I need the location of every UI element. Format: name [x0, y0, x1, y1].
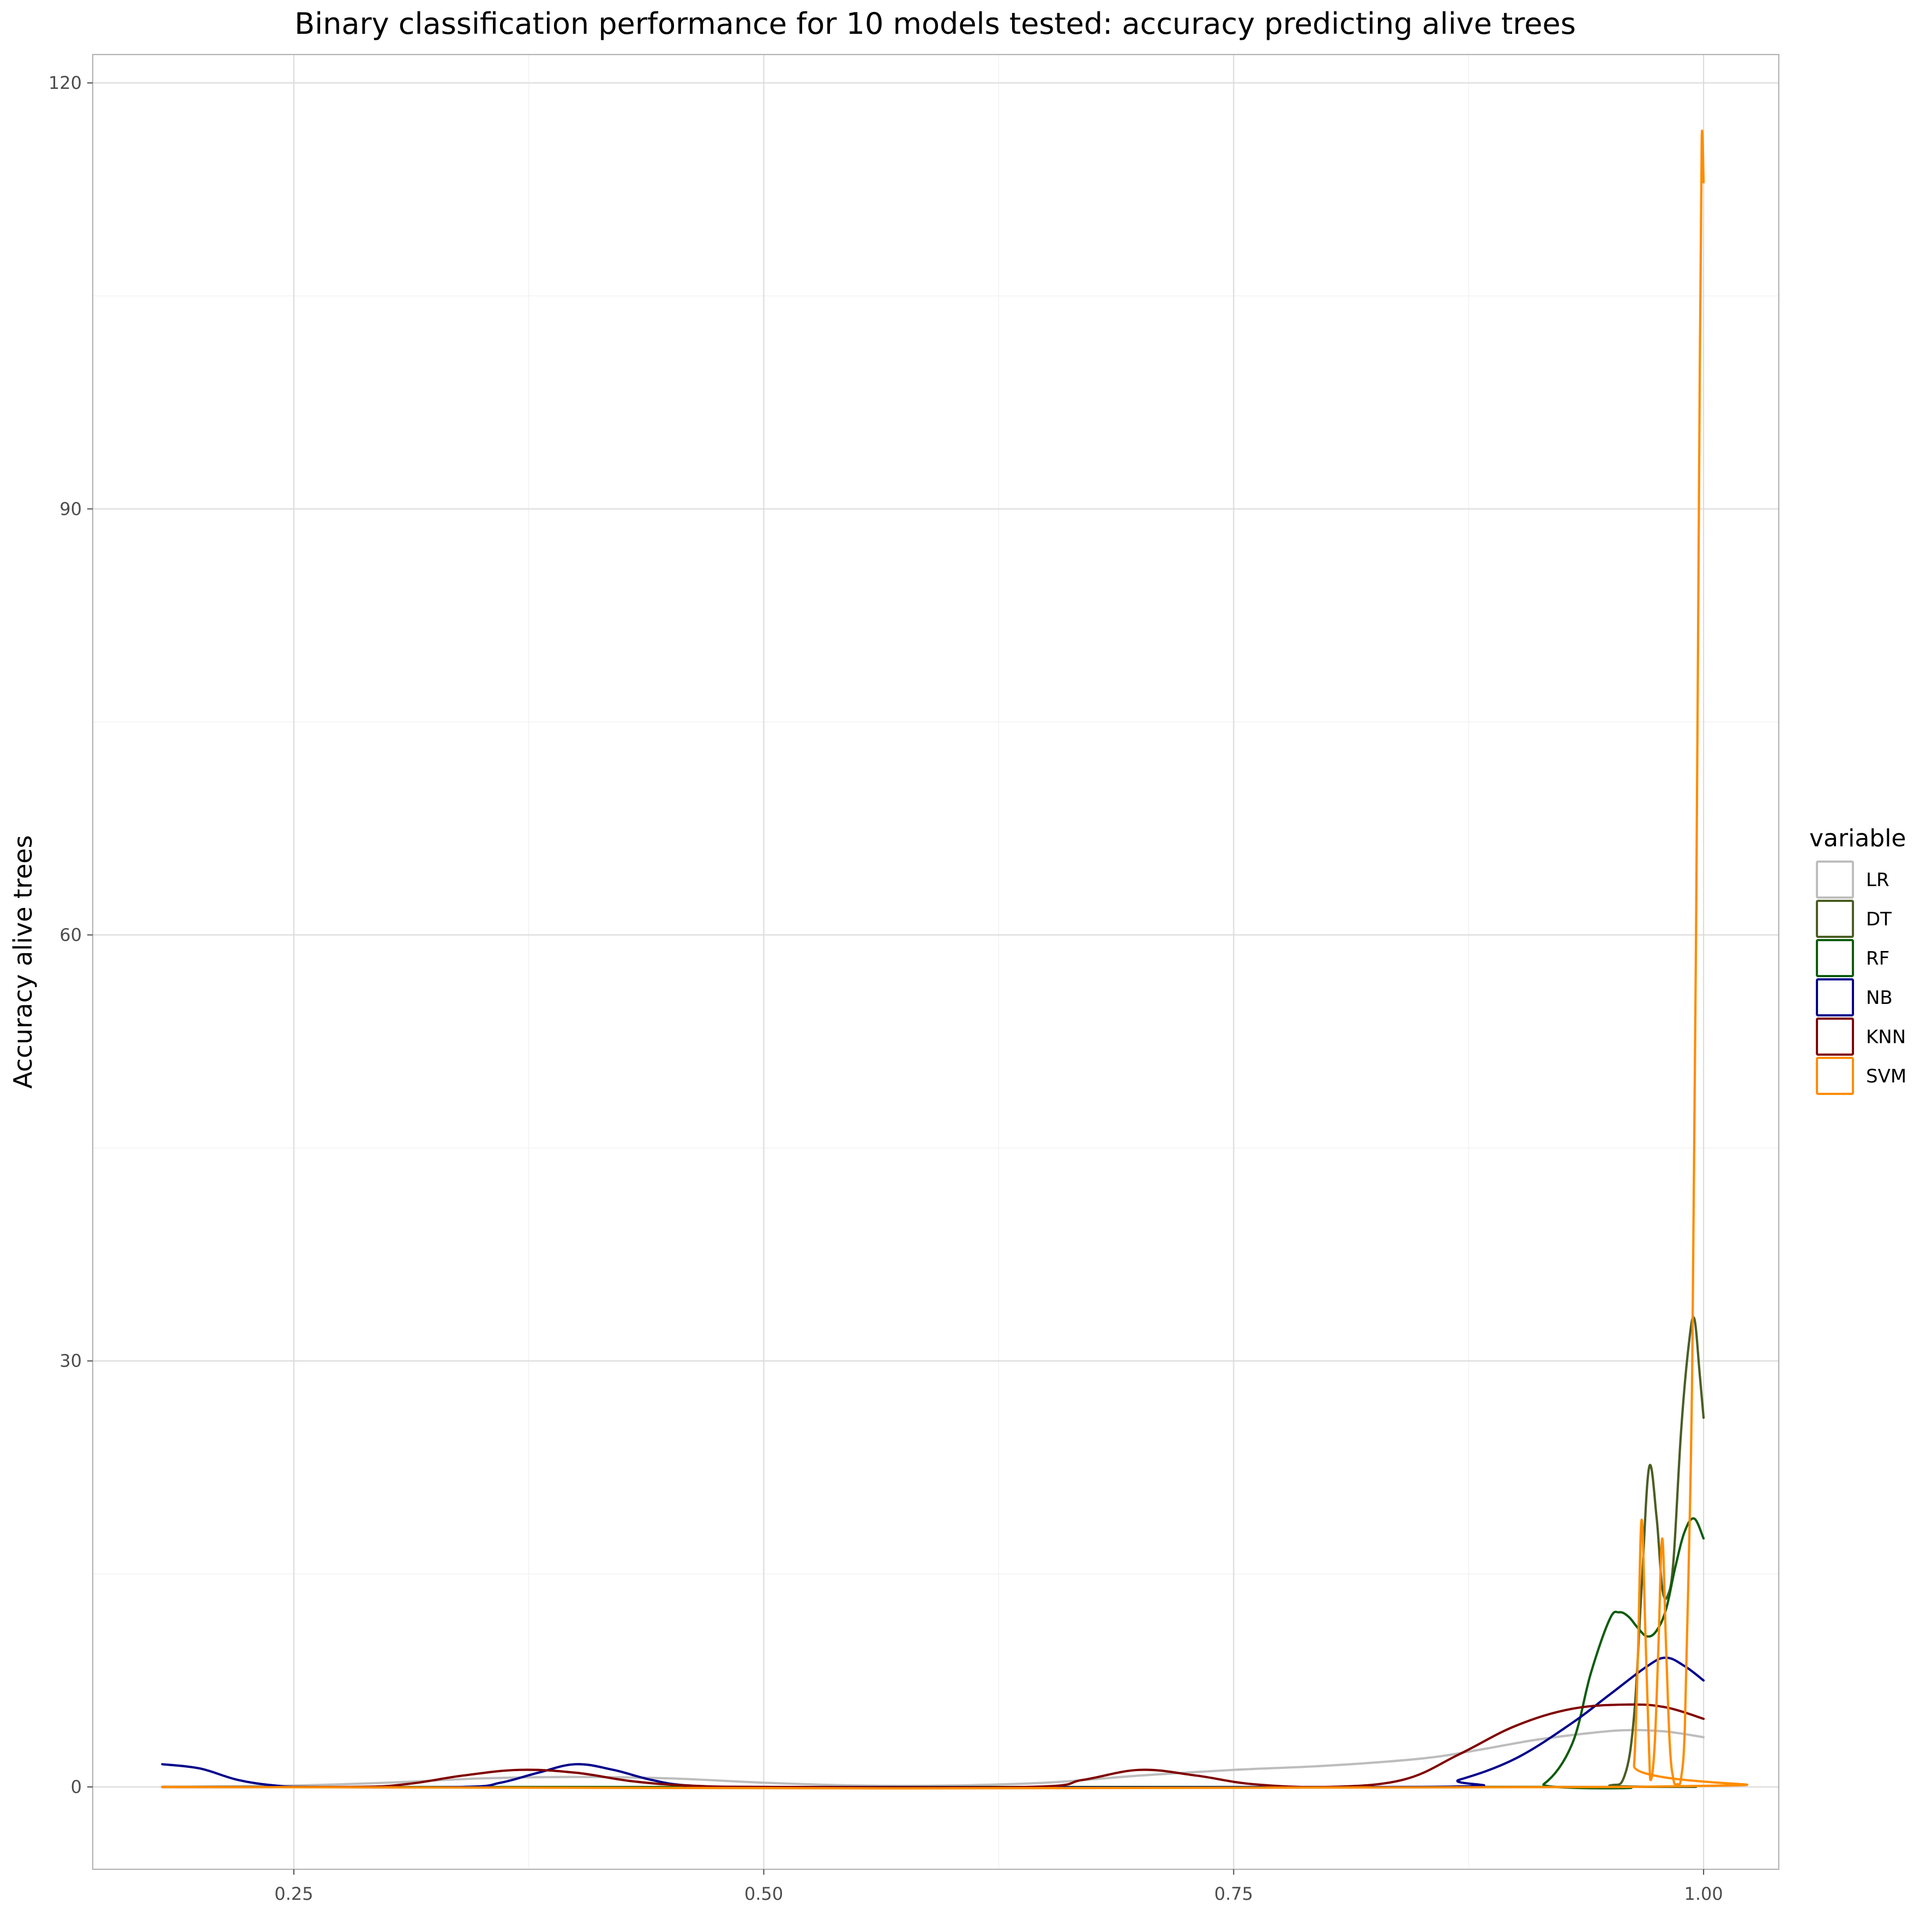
plot-panel: [92, 53, 1780, 1870]
x-axis: 0.25 0.50 0.75 1.00: [274, 1869, 1723, 1904]
y-tick-label: 60: [59, 925, 82, 946]
series-lines: [161, 129, 1749, 1790]
x-tick-label: 0.50: [744, 1883, 783, 1904]
legend-label-svm: SVM: [1866, 1066, 1906, 1087]
x-tick-label: 0.25: [274, 1883, 313, 1904]
legend-title: variable: [1809, 824, 1906, 852]
y-tick-label: 0: [71, 1777, 82, 1797]
y-tick-label: 120: [49, 73, 82, 93]
legend-label-dt: DT: [1866, 908, 1892, 930]
legend-key-rf: [1816, 939, 1854, 977]
x-tick-label: 1.00: [1684, 1883, 1723, 1904]
series-line-svm: [161, 129, 1749, 1790]
legend-label-knn: KNN: [1866, 1026, 1906, 1048]
legend-key-dt: [1816, 900, 1854, 938]
y-axis-title: Accuracy alive trees: [8, 835, 38, 1088]
legend-key-lr: [1816, 860, 1854, 899]
x-tick-label: 0.75: [1214, 1883, 1253, 1904]
legend-key-nb: [1816, 978, 1854, 1016]
legend-label-nb: NB: [1866, 987, 1893, 1009]
y-tick-label: 30: [59, 1351, 82, 1371]
panel-border: [92, 53, 1780, 1870]
series-line-knn: [161, 1703, 1705, 1789]
legend-key-knn: [1816, 1018, 1854, 1056]
chart-title: Binary classification performance for 10…: [294, 7, 1576, 41]
y-axis: 0 30 60 90 120: [49, 73, 93, 1797]
panel-background: [93, 55, 1779, 1869]
legend-key-svm: [1816, 1057, 1854, 1095]
legend-label-rf: RF: [1866, 948, 1889, 970]
legend: variable LR DT RF NB KNN SVM: [1809, 824, 1906, 1095]
y-tick-label: 90: [59, 498, 82, 519]
legend-entries: LR DT RF NB KNN SVM: [1816, 860, 1906, 1095]
series-line-lr: [161, 1729, 1705, 1789]
legend-label-lr: LR: [1866, 869, 1889, 891]
